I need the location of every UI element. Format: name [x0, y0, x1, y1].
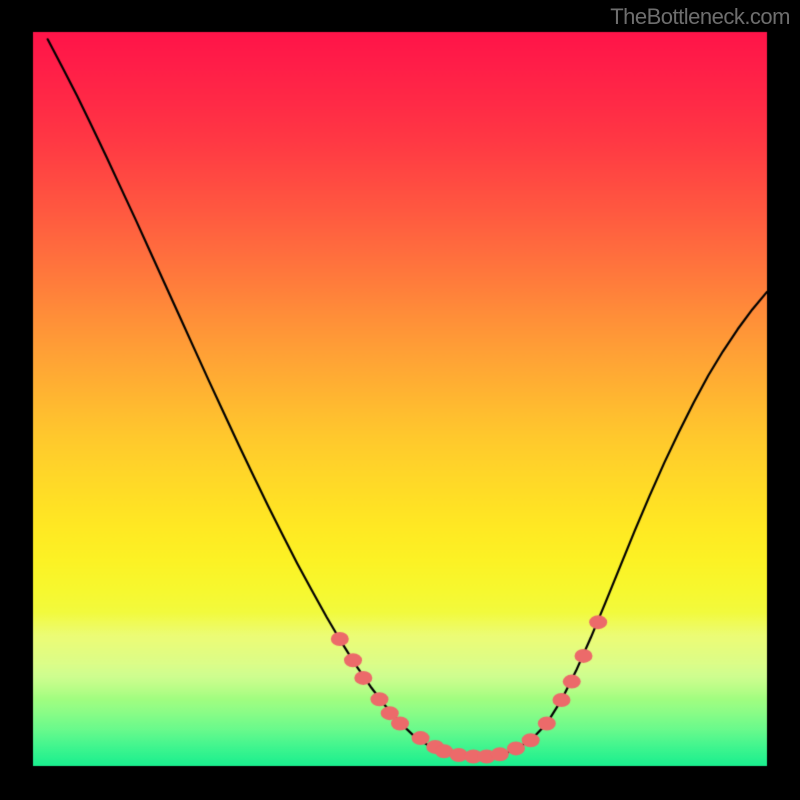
chart-container: TheBottleneck.com	[0, 0, 800, 800]
bottleneck-v-curve-chart	[0, 0, 800, 800]
attribution-text: TheBottleneck.com	[610, 4, 790, 30]
